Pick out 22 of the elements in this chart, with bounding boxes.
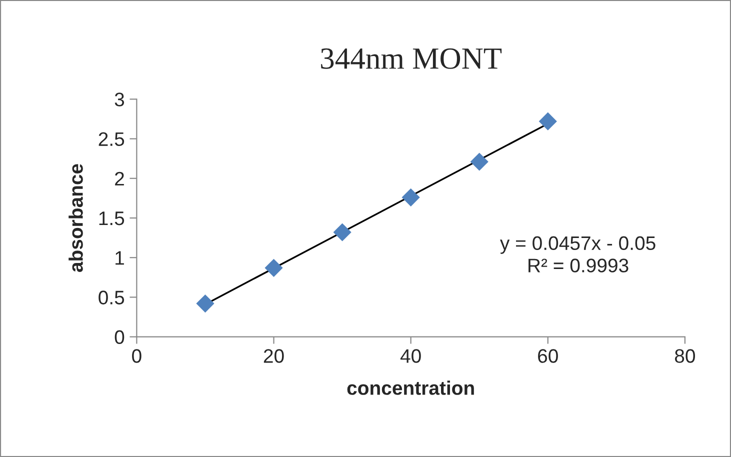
y-tick-label: 2 bbox=[115, 172, 124, 186]
annotation: y = 0.0457x - 0.05 R² = 0.9993 bbox=[500, 236, 656, 272]
y-tick-label: 1.5 bbox=[99, 212, 124, 226]
y-tick-label: 2.5 bbox=[98, 132, 124, 146]
point bbox=[264, 258, 283, 277]
y-axis-title: absorbance bbox=[68, 164, 83, 272]
chart-title: 344nm MONT bbox=[321, 48, 502, 69]
x-tick-label: 20 bbox=[264, 349, 284, 363]
point bbox=[470, 152, 488, 171]
point bbox=[333, 223, 352, 242]
y-tick-label: 0 bbox=[114, 330, 124, 344]
x-tick-label: 60 bbox=[538, 349, 558, 363]
point bbox=[538, 112, 557, 130]
x-tick-label: 80 bbox=[674, 349, 695, 363]
x-axis-title: concentration bbox=[347, 380, 474, 395]
x-tick-label: 0 bbox=[132, 349, 142, 363]
point bbox=[402, 188, 420, 206]
y-tick-label: 0.5 bbox=[98, 290, 124, 304]
y-tick-label: 1 bbox=[116, 251, 124, 265]
point bbox=[196, 294, 214, 313]
y-tick-label: 3 bbox=[114, 92, 124, 106]
x-tick-label: 40 bbox=[400, 349, 421, 363]
